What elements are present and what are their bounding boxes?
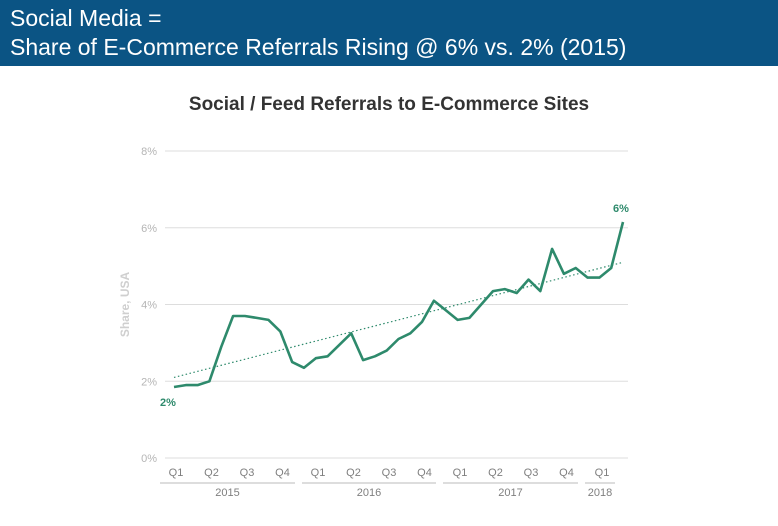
y-tick-label: 2% bbox=[141, 376, 157, 388]
series-line bbox=[173, 221, 625, 389]
data-label-last: 6% bbox=[613, 203, 629, 215]
x-tick-label-quarter: Q4 bbox=[275, 467, 290, 479]
y-tick-label: 8% bbox=[141, 146, 157, 158]
x-tick-label-quarter: Q2 bbox=[204, 467, 219, 479]
x-tick-label-quarter: Q2 bbox=[488, 467, 503, 479]
y-tick-label: 0% bbox=[141, 453, 157, 465]
slide-title-line-2: Share of E-Commerce Referrals Rising @ 6… bbox=[10, 34, 627, 60]
y-axis-label: Share, USA bbox=[118, 271, 132, 337]
slide-title-line-1: Social Media = bbox=[10, 5, 162, 31]
x-tick-label-year: 2016 bbox=[357, 487, 381, 499]
x-tick-label-year: 2015 bbox=[215, 487, 239, 499]
y-tick-label: 6% bbox=[141, 223, 157, 235]
x-tick-label-quarter: Q3 bbox=[382, 467, 397, 479]
x-tick-label-quarter: Q1 bbox=[169, 467, 184, 479]
x-tick-label-quarter: Q3 bbox=[524, 467, 539, 479]
data-label-first: 2% bbox=[160, 397, 176, 409]
x-tick-label-quarter: Q2 bbox=[346, 467, 361, 479]
x-tick-label-quarter: Q4 bbox=[559, 467, 574, 479]
slide-header: Social Media = Share of E-Commerce Refer… bbox=[0, 0, 778, 66]
x-tick-label-quarter: Q3 bbox=[240, 467, 255, 479]
x-tick-label-quarter: Q1 bbox=[311, 467, 326, 479]
x-tick-label-year: 2017 bbox=[498, 487, 522, 499]
y-tick-label: 4% bbox=[141, 300, 157, 312]
x-tick-label-quarter: Q4 bbox=[417, 467, 432, 479]
x-tick-label-quarter: Q1 bbox=[595, 467, 610, 479]
x-tick-label-quarter: Q1 bbox=[453, 467, 468, 479]
chart-title: Social / Feed Referrals to E-Commerce Si… bbox=[188, 94, 590, 115]
trend-line bbox=[173, 261, 624, 378]
x-tick-label-year: 2018 bbox=[588, 487, 612, 499]
